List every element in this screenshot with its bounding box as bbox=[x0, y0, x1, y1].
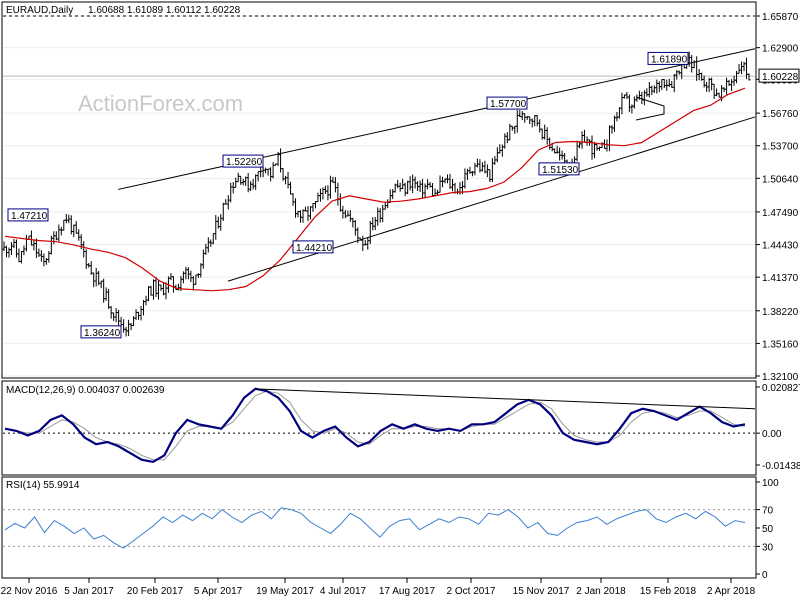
price-annotation-label: 1.57700 bbox=[490, 99, 527, 110]
rsi-line bbox=[4, 507, 746, 549]
macd-signal-line bbox=[4, 390, 746, 461]
rsi-y-tick-label: 30 bbox=[762, 542, 774, 553]
x-tick-label: 19 May 2017 bbox=[256, 586, 314, 597]
chart-header-symbol: EURAUD,Daily bbox=[6, 5, 73, 16]
macd-title: MACD(12,26,9) 0.004037 0.002639 bbox=[6, 385, 165, 396]
rsi-title: RSI(14) 55.9914 bbox=[6, 480, 80, 491]
macd-y-tick-label: 0.00 bbox=[762, 429, 782, 440]
x-tick-label: 22 Nov 2016 bbox=[1, 586, 58, 597]
price-annotation-box bbox=[486, 96, 528, 110]
watermark: ActionForex.com bbox=[78, 91, 243, 116]
price-annotation-label: 1.61890 bbox=[651, 54, 688, 65]
rsi-plot bbox=[3, 507, 755, 549]
x-tick-label: 20 Feb 2017 bbox=[127, 586, 184, 597]
price-y-tick-label: 1.56760 bbox=[762, 109, 799, 120]
price-annotation-label: 1.52260 bbox=[226, 157, 263, 168]
price-y-tick-label: 1.47490 bbox=[762, 208, 799, 219]
rsi-y-tick-label: 50 bbox=[762, 524, 774, 535]
price-panel-frame bbox=[1, 1, 757, 379]
price-y-tick-label: 1.53700 bbox=[762, 142, 799, 153]
x-tick-label: 17 Aug 2017 bbox=[379, 586, 436, 597]
price-annotation-label: 1.44210 bbox=[296, 243, 333, 254]
rsi-panel-frame bbox=[1, 476, 757, 579]
x-tick-label: 2 Apr 2018 bbox=[707, 586, 756, 597]
price-plot: 1.47210 1.36240 1.52260 1.44210 1.57700 1.515… bbox=[2, 15, 756, 377]
last-price-label: 1.60228 bbox=[762, 72, 799, 83]
macd-y-tick-label: 0.020827 bbox=[762, 383, 800, 394]
x-tick-label: 5 Jan 2017 bbox=[64, 586, 114, 597]
price-y-tick-label: 1.35160 bbox=[762, 339, 799, 350]
price-annotation-label: 1.47210 bbox=[11, 211, 48, 222]
price-y-tick-label: 1.32100 bbox=[762, 372, 799, 383]
x-tick-label: 2 Oct 2017 bbox=[447, 586, 496, 597]
price-annotation-box bbox=[7, 208, 49, 222]
price-annotation-label: 1.36240 bbox=[84, 328, 121, 339]
price-y-tick-label: 1.38220 bbox=[762, 307, 799, 318]
lower-channel-line bbox=[227, 116, 756, 282]
x-tick-label: 15 Nov 2017 bbox=[513, 586, 570, 597]
moving-average-line bbox=[4, 87, 746, 292]
x-tick-label: 5 Apr 2017 bbox=[194, 586, 243, 597]
macd-line bbox=[4, 387, 746, 464]
x-tick-label: 4 Jul 2017 bbox=[320, 586, 367, 597]
rsi-y-tick-label: 70 bbox=[762, 506, 774, 517]
price-annotation-box bbox=[292, 240, 334, 254]
wedge-pattern bbox=[635, 96, 665, 121]
x-tick-label: 15 Feb 2018 bbox=[640, 586, 697, 597]
last-price-marker bbox=[758, 68, 800, 83]
rsi-y-tick-label: 100 bbox=[762, 478, 779, 489]
macd-panel-frame bbox=[1, 380, 757, 476]
price-annotation-box bbox=[80, 325, 122, 339]
price-y-tick-label: 1.44430 bbox=[762, 241, 799, 252]
price-annotation-label: 1.51530 bbox=[542, 165, 579, 176]
macd-y-tick-label: -0.014386 bbox=[762, 461, 800, 472]
price-y-tick-label: 1.65870 bbox=[762, 12, 799, 23]
macd-trendline bbox=[254, 388, 756, 410]
macd-plot bbox=[3, 387, 756, 464]
chart-header-ohlc: 1.60688 1.61089 1.60112 1.60228 bbox=[88, 5, 241, 16]
x-tick-label: 2 Jan 2018 bbox=[576, 586, 626, 597]
price-y-tick-label: 1.41370 bbox=[762, 273, 799, 284]
price-annotation-box bbox=[222, 154, 264, 168]
price-annotation-box bbox=[647, 51, 689, 65]
axes: 1.658701.629001.599301.567601.537001.506… bbox=[1, 12, 800, 597]
price-y-tick-label: 1.50640 bbox=[762, 174, 799, 185]
price-y-tick-label: 1.62900 bbox=[762, 44, 799, 55]
price-annotation-box bbox=[538, 162, 580, 176]
rsi-y-tick-label: 0 bbox=[762, 570, 768, 581]
